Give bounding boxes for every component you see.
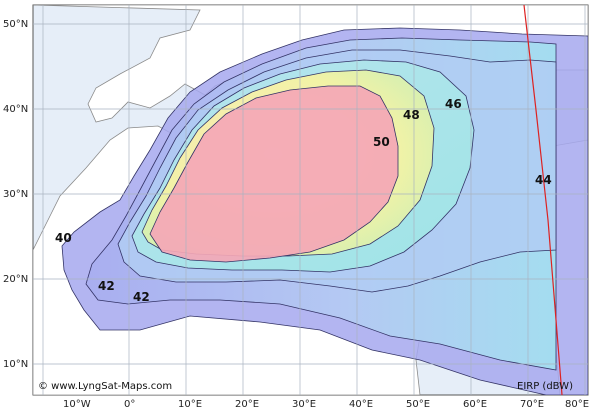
graticule (33, 5, 588, 395)
lon-label-20e: 20°E (235, 399, 259, 410)
lat-label-20n: 20°N (3, 274, 28, 285)
contour-label-44: 44 (535, 173, 552, 187)
lat-label-10n: 10°N (3, 359, 28, 370)
lon-label-70e: 70°E (520, 399, 544, 410)
lon-label-60e: 60°E (463, 399, 487, 410)
lat-label-50n: 50°N (3, 19, 28, 30)
lon-label-40e: 40°E (349, 399, 373, 410)
contour-label-42-south: 42 (133, 290, 150, 304)
visibility-edge-line (523, 5, 563, 395)
lat-label-40n: 40°N (3, 104, 28, 115)
contour-label-46: 46 (445, 97, 462, 111)
contour-50 (149, 85, 399, 263)
lon-label-10w: 10°W (63, 399, 91, 410)
lon-label-80e: 80°E (565, 399, 589, 410)
lon-label-30e: 30°E (292, 399, 316, 410)
contour-label-42-west: 42 (98, 279, 115, 293)
lon-label-50e: 50°E (406, 399, 430, 410)
eirp-contours (61, 27, 588, 395)
copyright-credit: © www.LyngSat-Maps.com (38, 381, 172, 392)
lon-label-10e: 10°E (178, 399, 202, 410)
contour-label-50: 50 (373, 135, 390, 149)
eirp-unit-label: EIRP (dBW) (517, 381, 573, 392)
lon-label-0: 0° (124, 399, 135, 410)
contour-label-40: 40 (55, 231, 72, 245)
contour-label-48: 48 (403, 108, 420, 122)
lat-label-30n: 30°N (3, 189, 28, 200)
